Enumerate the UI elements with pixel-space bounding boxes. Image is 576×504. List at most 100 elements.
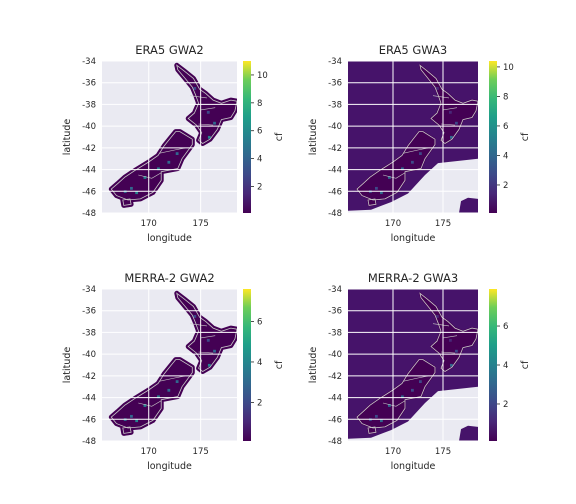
cf-cell [206,110,210,114]
coastline [419,292,478,372]
cf-cell [135,191,139,195]
region-boundary [159,375,186,382]
cf-cell [213,121,216,125]
colorbar-tick-label: 6 [503,122,508,132]
y-tick-label: -38 [328,328,342,338]
x-tick-label: 170 [141,219,157,229]
y-tick-label: -36 [82,79,96,89]
panel-1: 170 175 -34 -36 -38 -40 -42 -44 -46 -48 ERA5 GWA2 l… [62,43,285,244]
colorbar [243,289,251,441]
cf-cell [157,395,160,399]
colorbar-tick-label: 4 [257,358,262,368]
colorbar-tick-label: 8 [257,99,262,109]
y-tick-label: -44 [82,394,96,404]
cf-cell [175,152,179,155]
y-tick-label: -40 [328,350,342,360]
cf-cell [375,414,378,418]
colorbar-tick-label: 10 [257,71,268,81]
x-tick-label: 170 [385,219,401,229]
x-tick-label: 175 [435,219,451,229]
x-axis-label: longitude [391,233,436,244]
region-boundary [190,95,207,99]
x-axis-label: longitude [147,461,192,472]
offshore-cf-region [459,425,478,441]
region-boundary [432,95,450,99]
cf-cell [419,152,422,155]
colorbar-tick-label: 2 [257,398,262,408]
cf-cell [213,349,216,353]
y-tick-label: -48 [82,209,96,219]
colorbar-tick-label: 10 [503,63,514,73]
coastline [122,198,132,206]
panel-title: MERRA-2 GWA2 [124,271,214,285]
cf-cell [143,404,147,407]
y-tick-label: -38 [328,100,342,110]
cf-cell [206,338,210,342]
colorbar-label: cf [520,132,531,141]
cf-cell [436,315,439,318]
y-tick-label: -48 [82,437,96,447]
colorbar-label: cf [274,132,285,141]
cf-cell [401,167,404,171]
panel-title: ERA5 GWA2 [135,43,203,57]
y-tick-label: -34 [328,285,342,295]
cf-cell [207,363,211,367]
cf-cell [455,121,458,125]
colorbar-tick-label: 6 [257,127,262,137]
region-boundary [190,323,207,327]
coastline [176,64,237,144]
y-tick-label: -40 [82,350,96,360]
y-tick-label: -46 [328,415,342,425]
colorbar-tick-label: 2 [503,400,508,410]
cf-cell [419,380,422,383]
cf-cell [130,414,133,418]
cf-cell [207,135,211,139]
y-tick-label: -42 [82,372,96,382]
panel-4: 170 175 -34 -36 -38 -40 -42 -44 -46 -48 MERRA-2 GW… [308,271,531,472]
region-boundary [138,400,162,407]
region-boundary [138,172,162,179]
coastline [356,131,436,201]
coastline [176,292,237,372]
cf-cell [411,160,414,164]
panel-title: MERRA-2 GWA3 [368,271,458,285]
colorbar [243,61,251,213]
region-boundary [200,335,216,339]
colorbar [489,289,497,441]
x-tick-label: 175 [193,447,209,457]
cf-cell [193,315,197,318]
region-boundary [159,147,186,154]
cf-cell [449,338,452,342]
y-tick-label: -42 [82,144,96,154]
coastline [419,64,478,144]
y-tick-label: -46 [82,415,96,425]
offshore-cf-region [459,61,478,76]
y-axis-label: latitude [308,347,319,384]
cf-cell [388,404,391,407]
panel-2: 170 175 -34 -36 -38 -40 -42 -44 -46 -48 ERA5 GWA3 l… [308,43,531,244]
offshore-cf-region [459,197,478,213]
y-tick-label: -46 [82,187,96,197]
cf-cell [375,186,378,190]
y-tick-label: -38 [82,328,96,338]
cf-cell [143,176,147,179]
x-axis-label: longitude [391,461,436,472]
colorbar-tick-label: 2 [503,181,508,191]
coastline [356,359,436,429]
y-tick-label: -48 [328,437,342,447]
cf-cell [193,87,197,90]
region-boundary [442,335,458,339]
cf-cell [449,110,452,114]
colorbar-tick-label: 4 [503,151,508,161]
region-boundary [382,172,406,179]
panel-3: 170 175 -34 -36 -38 -40 -42 -44 -46 -48 MERRA-2 GW… [62,271,285,472]
y-tick-label: -34 [328,57,342,67]
colorbar-tick-label: 6 [257,317,262,327]
colorbar-tick-label: 4 [257,155,262,165]
region-boundary [200,107,216,111]
y-tick-label: -44 [82,166,96,176]
y-tick-label: -34 [82,285,96,295]
cf-cell [167,388,171,392]
coastline [110,131,193,201]
